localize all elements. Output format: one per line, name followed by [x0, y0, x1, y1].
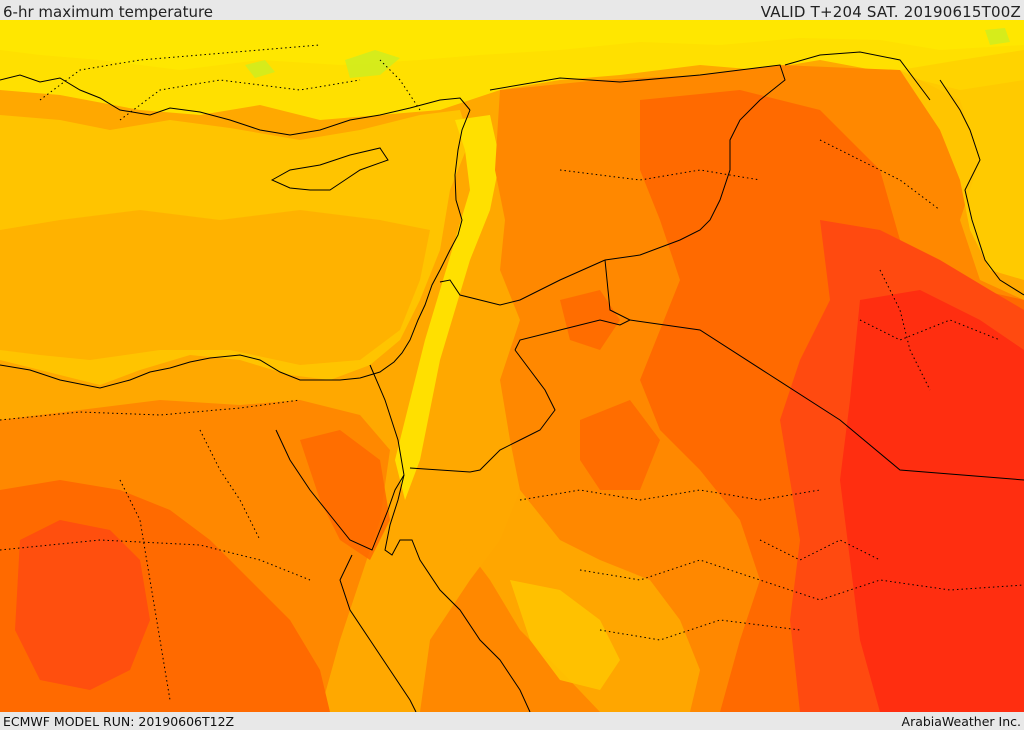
egypt-very-hot-patch: [15, 520, 150, 690]
zagros-cool-strip: [900, 50, 1024, 280]
valid-time: VALID T+204 SAT. 20190615T00Z: [760, 3, 1021, 21]
iraq-hottest-core: [840, 290, 1024, 712]
levant-cool-strip: [395, 115, 500, 500]
sinai-hot-patch: [300, 430, 390, 560]
regional-borders: [0, 44, 1024, 701]
nefud-hot-patch: [580, 400, 660, 490]
map-canvas: [0, 20, 1024, 712]
mediterranean-sea-south: [0, 210, 430, 365]
arabia-gold-patch: [510, 580, 620, 690]
temperature-map[interactable]: [0, 20, 1024, 712]
bottom-info-bar: ECMWF MODEL RUN: 20190606T12Z ArabiaWeat…: [0, 712, 1024, 729]
temperature-band-light-north: [0, 20, 1024, 70]
top-info-bar: 6-hr maximum temperature VALID T+204 SAT…: [0, 0, 1024, 21]
coastlines: [0, 74, 1024, 712]
map-title: 6-hr maximum temperature: [3, 3, 214, 21]
coolest-patch-2: [245, 60, 275, 78]
credit-label: ArabiaWeather Inc.: [901, 714, 1021, 729]
model-run-label: ECMWF MODEL RUN: 20190606T12Z: [3, 714, 235, 729]
national-borders: [369, 51, 1024, 481]
jordan-hot-patch: [560, 290, 620, 350]
coolest-patch-1: [345, 50, 400, 78]
coolest-patch-3: [985, 28, 1010, 45]
arabia-amber-patch: [460, 470, 700, 712]
